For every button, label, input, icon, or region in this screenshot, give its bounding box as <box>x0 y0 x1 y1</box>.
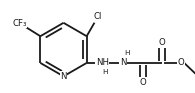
Text: CF₃: CF₃ <box>12 19 27 28</box>
Text: Cl: Cl <box>94 12 102 21</box>
Text: N: N <box>120 58 126 67</box>
Text: O: O <box>140 78 146 88</box>
Text: O: O <box>159 38 165 47</box>
Text: H: H <box>102 69 107 75</box>
Text: O: O <box>177 58 184 67</box>
Text: NH: NH <box>96 58 109 67</box>
Text: N: N <box>60 72 67 81</box>
Text: H: H <box>124 50 129 56</box>
